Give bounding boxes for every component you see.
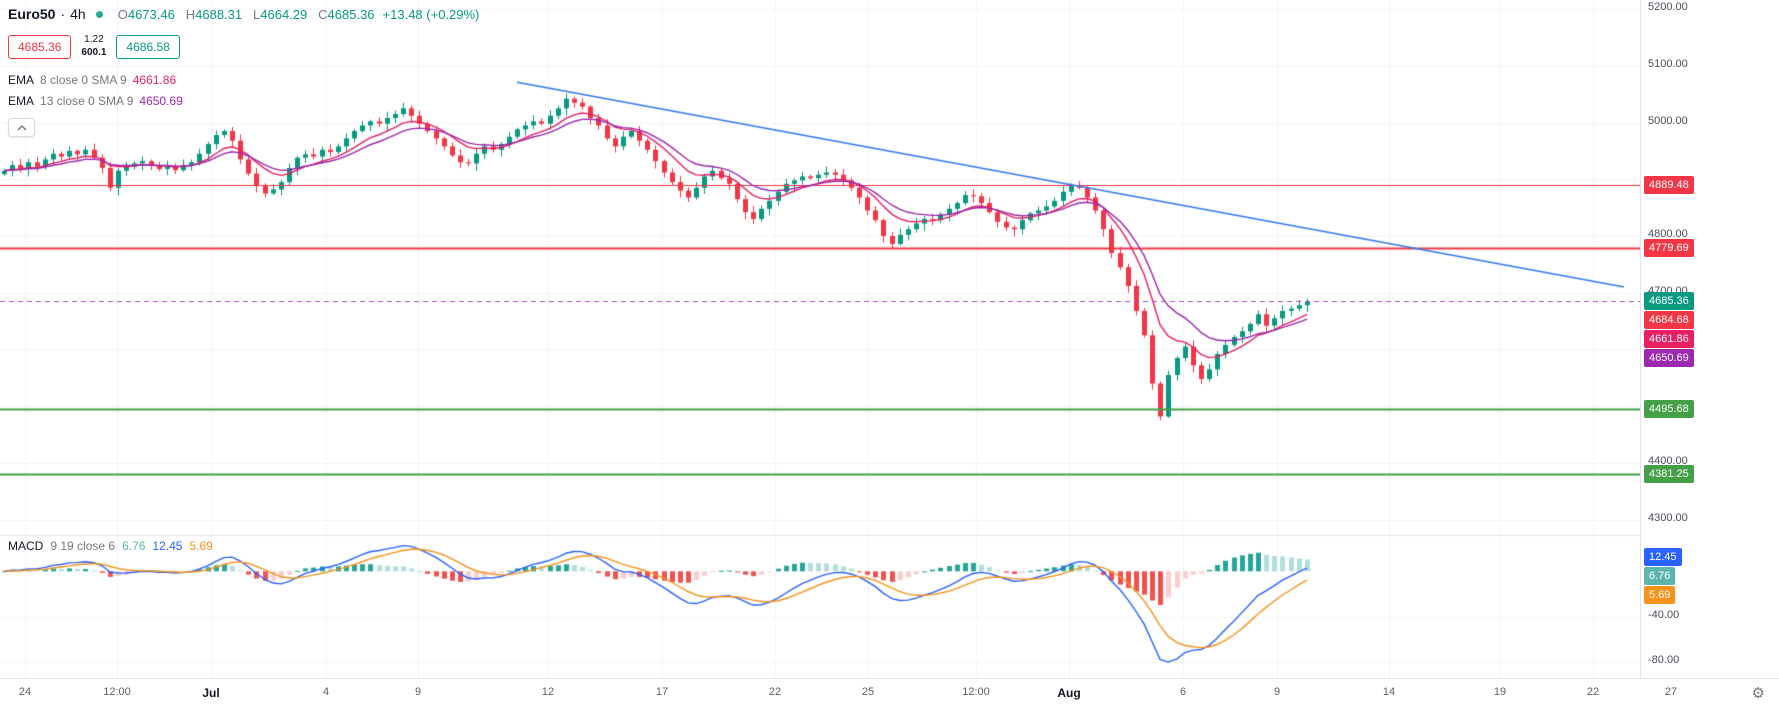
- high-value: 4688.31: [195, 7, 243, 22]
- chart-canvas[interactable]: [0, 0, 1640, 678]
- interval-label[interactable]: 4h: [70, 6, 86, 22]
- close-value: 4685.36: [327, 7, 375, 22]
- macd-legend-value: 12.45: [152, 539, 183, 553]
- time-axis[interactable]: ⚙ 24 12:00 Jul 4 9 12 17 22 25 12:00 Aug 6 9 14 19 22 27: [0, 678, 1779, 705]
- indicator-value: 4650.69: [139, 94, 183, 108]
- price-level-badge: 4650.69: [1644, 349, 1694, 368]
- price-tick-label: 5000.00: [1648, 114, 1688, 127]
- macd-value-badge: 12.45: [1644, 548, 1682, 567]
- time-label: 19: [1493, 686, 1507, 698]
- chevron-up-icon: [16, 124, 27, 131]
- chart-legend: Euro50 · 4h O4673.46 H4688.31 L4664.29 C…: [8, 6, 479, 137]
- price-change: +13.48 (+0.29%): [382, 6, 480, 22]
- market-status-dot-icon: [95, 10, 103, 18]
- time-label: 14: [1382, 686, 1396, 698]
- time-label: 25: [861, 686, 875, 698]
- indicator-row-ema8[interactable]: EMA 8 close 0 SMA 9 4661.86: [8, 73, 177, 87]
- price-level-badge: 4661.86: [1644, 330, 1694, 349]
- time-label: 12: [541, 686, 555, 698]
- time-label: 4: [322, 686, 330, 698]
- macd-tick-label: -80.00: [1648, 654, 1680, 667]
- buy-price-button[interactable]: 4686.58: [116, 34, 180, 59]
- axis-settings-gear-icon[interactable]: ⚙: [1751, 685, 1765, 702]
- ohlc-values: O4673.46 H4688.31 L4664.29 C4685.36: [117, 7, 375, 22]
- symbol-name: Euro50: [8, 6, 56, 22]
- time-label: 24: [18, 686, 32, 698]
- macd-tick-label: -40.00: [1648, 608, 1680, 621]
- time-label: Jul: [202, 686, 220, 700]
- time-label: 27: [1664, 686, 1678, 698]
- spread-values: 1.22 600.1: [81, 34, 106, 59]
- symbol-separator: ·: [60, 6, 66, 22]
- time-label: 12:00: [962, 686, 990, 698]
- time-label: 22: [1586, 686, 1600, 698]
- macd-legend-value: 6.76: [122, 539, 146, 553]
- price-tick-label: 5100.00: [1648, 57, 1688, 70]
- order-panel: 4685.36 1.22 600.1 4686.58: [8, 34, 479, 59]
- symbol-row[interactable]: Euro50 · 4h O4673.46 H4688.31 L4664.29 C…: [8, 6, 479, 22]
- macd-indicator-row[interactable]: MACD 9 19 close 6 6.76 12.45 5.69: [8, 539, 213, 553]
- time-label: 17: [655, 686, 669, 698]
- low-value: 4664.29: [260, 7, 308, 22]
- lot-value: 600.1: [81, 46, 107, 58]
- sell-price-button[interactable]: 4685.36: [8, 34, 72, 59]
- macd-value-badge: 5.69: [1644, 586, 1676, 605]
- macd-legend-value: 5.69: [189, 539, 213, 553]
- indicator-value: 4661.86: [132, 73, 177, 87]
- price-tick-label: 4400.00: [1648, 454, 1688, 467]
- time-label: 22: [768, 686, 782, 698]
- spread-value: 1.22: [84, 34, 104, 45]
- price-level-badge: 4685.36: [1644, 292, 1694, 311]
- price-level-badge: 4889.48: [1644, 176, 1694, 195]
- price-level-badge: 4684.68: [1644, 311, 1694, 330]
- indicator-row-ema13[interactable]: EMA 13 close 0 SMA 9 4650.69: [8, 94, 183, 108]
- price-level-badge: 4381.25: [1644, 464, 1694, 483]
- price-level-badge: 4495.68: [1644, 399, 1694, 418]
- legend-collapse-button[interactable]: [8, 118, 35, 137]
- time-label: 9: [1273, 686, 1281, 698]
- time-label: 9: [414, 686, 422, 698]
- time-label: 12:00: [103, 686, 131, 698]
- macd-value-badge: 6.76: [1644, 567, 1676, 586]
- open-value: 4673.46: [127, 7, 175, 22]
- price-tick-label: 4800.00: [1648, 228, 1688, 240]
- time-label: Aug: [1057, 686, 1081, 700]
- price-tick-label: 5200.00: [1648, 1, 1688, 14]
- time-label: 6: [1179, 686, 1187, 698]
- price-level-badge: 4779.69: [1644, 238, 1694, 257]
- price-tick-label: 4300.00: [1648, 511, 1688, 524]
- price-axis[interactable]: 5200.00 5100.00 5000.00 4800.00 4700.00 4400.…: [1640, 0, 1779, 678]
